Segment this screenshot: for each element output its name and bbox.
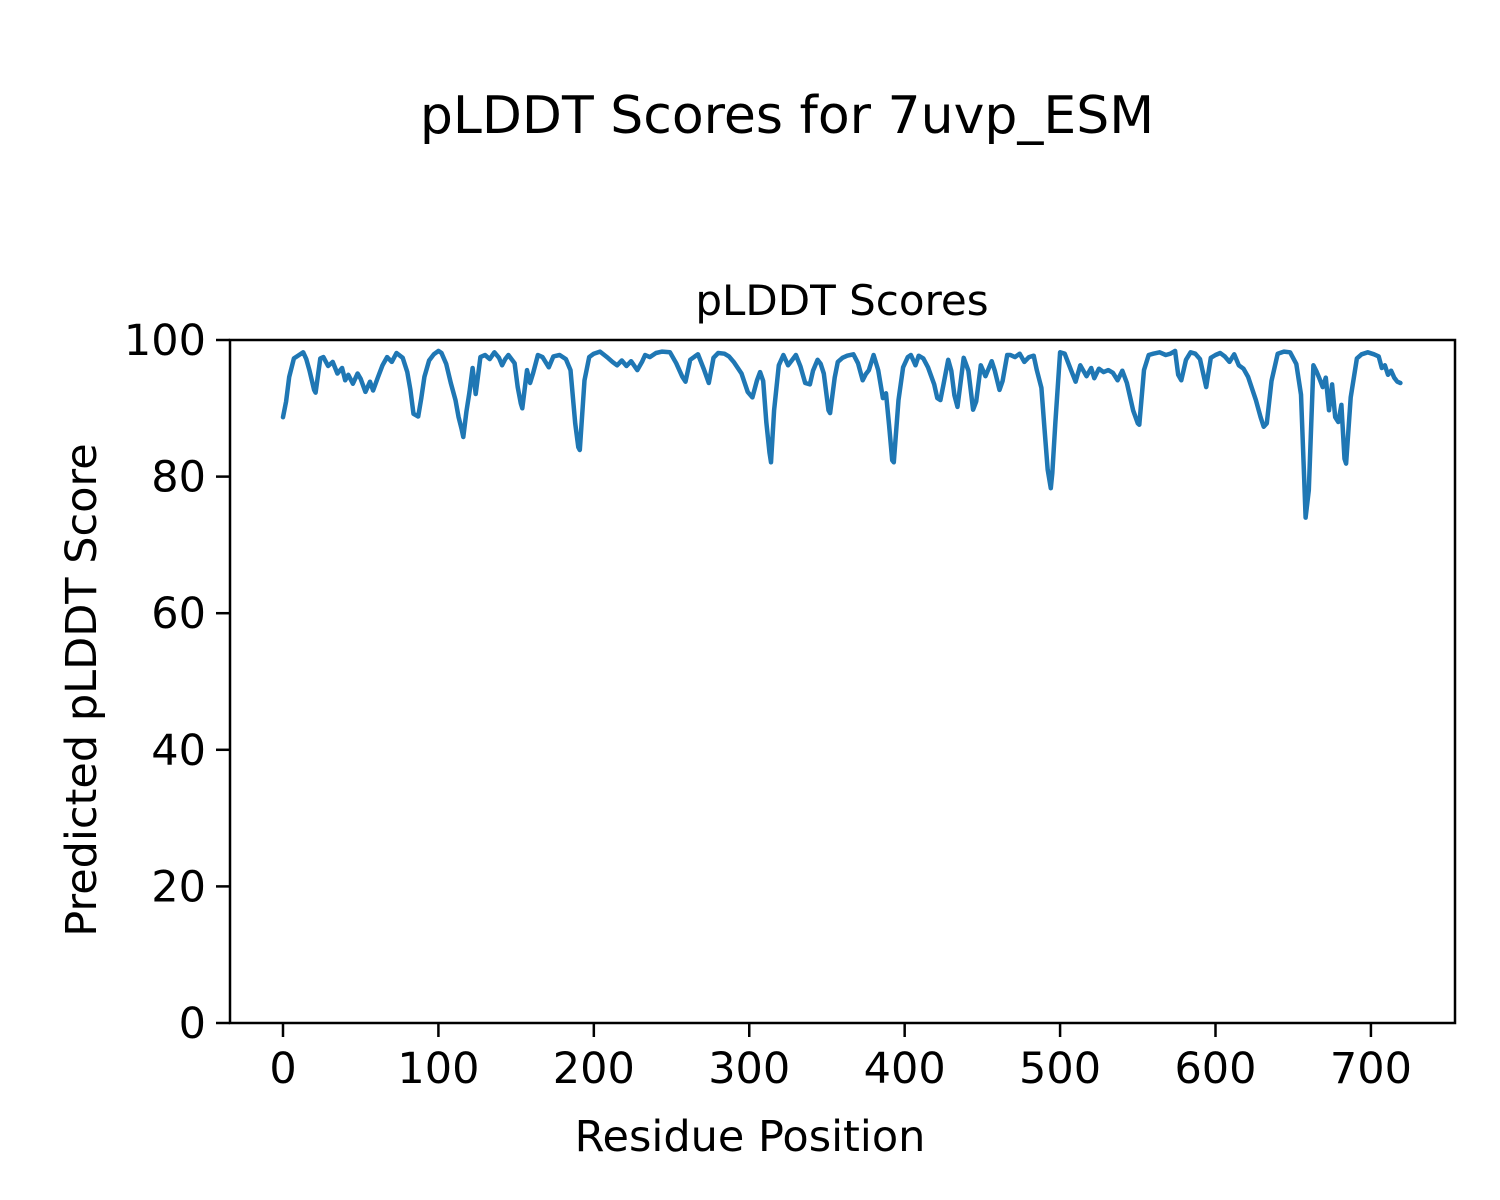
x-tick-label: 200 [553, 1044, 635, 1094]
plddt-line [280, 348, 1403, 520]
y-tick-label: 80 [151, 453, 206, 503]
y-tick-label: 40 [151, 726, 206, 776]
figure-title: pLDDT Scores for 7uvp_ESM [419, 86, 1155, 146]
x-tick-label: 100 [397, 1044, 479, 1094]
y-tick-label: 100 [124, 316, 206, 366]
axes-title: pLDDT Scores [695, 276, 989, 325]
x-tick-label: 300 [708, 1044, 790, 1094]
x-tick-label: 700 [1330, 1044, 1412, 1094]
x-tick-label: 500 [1019, 1044, 1101, 1094]
x-axis-label: Residue Position [574, 1112, 926, 1162]
y-tick-label: 60 [151, 589, 206, 639]
y-tick-label: 0 [179, 999, 206, 1049]
axes-frame [228, 338, 1457, 1025]
y-tick-label: 20 [151, 862, 206, 912]
x-tick-label: 600 [1174, 1044, 1256, 1094]
x-tick-label: 0 [269, 1044, 296, 1094]
x-tick-label: 400 [864, 1044, 946, 1094]
